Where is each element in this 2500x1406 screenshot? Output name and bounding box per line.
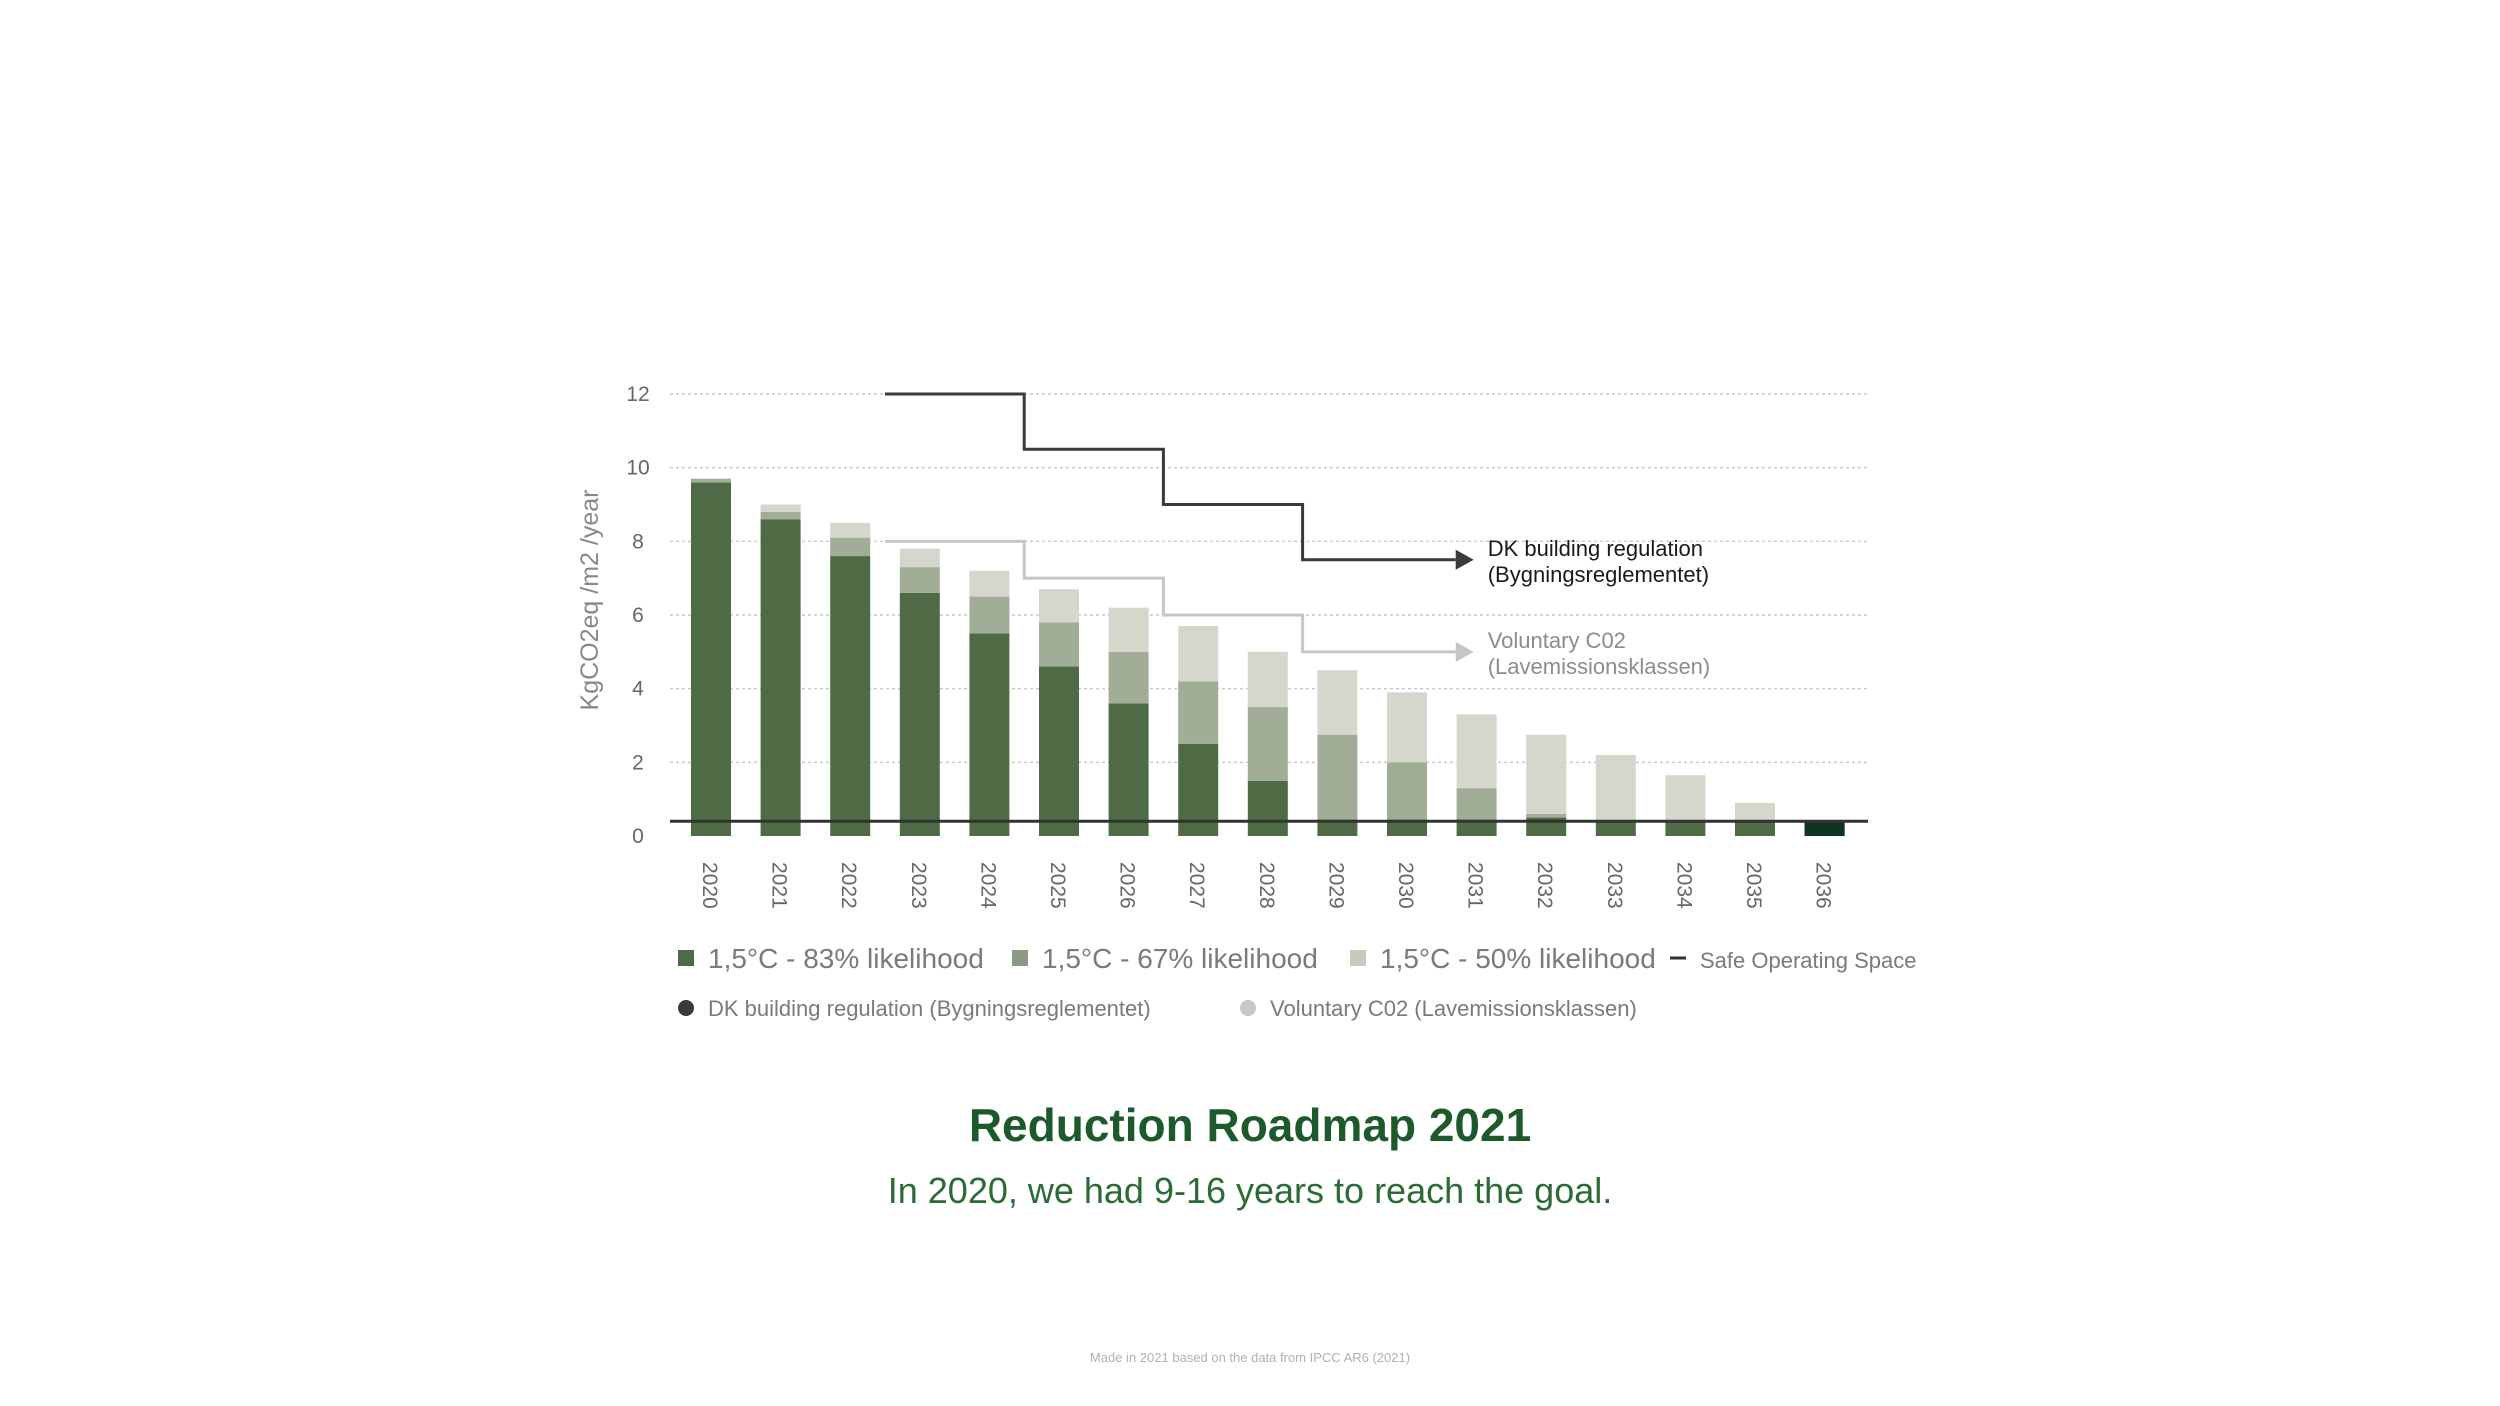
bar-segment xyxy=(830,537,871,557)
chart-subtitle: In 2020, we had 9-16 years to reach the … xyxy=(887,1170,1613,1211)
bar-segment xyxy=(1735,802,1775,822)
bar-segment xyxy=(1108,703,1149,836)
legend-label: Safe Operating Space xyxy=(1700,948,1916,973)
bar-segment xyxy=(1108,607,1149,652)
bar-segment xyxy=(1456,819,1497,836)
bar-segment xyxy=(691,478,731,483)
legend-label: 1,5°C - 67% likelihood xyxy=(1042,943,1318,974)
bar-segment xyxy=(1247,707,1288,781)
step-line-annotation: Voluntary C02 xyxy=(1488,628,1626,653)
bar-segment xyxy=(1387,819,1427,836)
step-line-annotation: (Lavemissionsklassen) xyxy=(1488,654,1711,679)
legend-label: 1,5°C - 50% likelihood xyxy=(1380,943,1656,974)
step-lines xyxy=(885,392,1474,662)
bar-segment xyxy=(1456,788,1497,820)
bar-segment xyxy=(830,556,871,836)
bar-segment xyxy=(1247,651,1288,708)
y-tick-label: 0 xyxy=(632,825,644,848)
x-tick-label: 2028 xyxy=(1255,862,1278,909)
x-tick-label: 2024 xyxy=(976,862,999,909)
bar-segment xyxy=(1247,780,1288,836)
x-tick-label: 2033 xyxy=(1603,862,1626,909)
x-tick-label: 2021 xyxy=(768,862,791,909)
bar-segment xyxy=(1595,821,1636,836)
bar-segment xyxy=(1526,734,1567,814)
bar-segment xyxy=(899,548,940,568)
x-tick-label: 2025 xyxy=(1046,862,1069,909)
legend-swatch xyxy=(678,950,694,966)
y-tick-label: 10 xyxy=(626,457,649,480)
x-tick-label: 2036 xyxy=(1812,862,1835,909)
step-line-annotations: DK building regulation(Bygningsreglement… xyxy=(1488,536,1711,679)
bar-segment xyxy=(1526,813,1567,818)
bar-segment xyxy=(1456,714,1497,789)
y-axis-label: KgCO2eq /m2 /year xyxy=(576,490,604,711)
bar-segment xyxy=(899,567,940,593)
bar-segment xyxy=(830,522,871,538)
step-line-annotation: DK building regulation xyxy=(1488,536,1703,561)
x-tick-label: 2030 xyxy=(1394,862,1417,909)
x-tick-label: 2029 xyxy=(1324,862,1347,909)
legend-swatch xyxy=(678,1000,694,1016)
footnote: Made in 2021 based on the data from IPCC… xyxy=(1089,1350,1411,1365)
x-tick-label: 2034 xyxy=(1672,862,1695,909)
bar-segment xyxy=(760,511,801,520)
x-tick-label: 2026 xyxy=(1116,862,1139,909)
bar-segment xyxy=(1735,821,1775,836)
bars xyxy=(691,478,1845,836)
bar-segment xyxy=(969,633,1010,836)
y-axis-tick-labels: 0 2 4 6 8 10 12 xyxy=(626,383,649,848)
bar-segment xyxy=(1039,622,1079,667)
x-tick-label: 2023 xyxy=(907,862,930,909)
y-tick-label: 8 xyxy=(632,530,644,553)
bar-segment xyxy=(760,519,801,836)
step-line xyxy=(885,539,1456,654)
x-tick-label: 2022 xyxy=(837,862,860,909)
step-line-annotation: (Bygningsreglementet) xyxy=(1488,562,1709,587)
step-line xyxy=(885,392,1456,562)
y-tick-label: 2 xyxy=(632,751,644,774)
legend-label: Voluntary C02 (Lavemissionsklassen) xyxy=(1270,996,1637,1021)
step-line-arrow xyxy=(1455,549,1474,570)
bar-segment xyxy=(1317,734,1358,820)
step-line-arrow xyxy=(1455,641,1474,662)
y-tick-label: 6 xyxy=(632,604,644,627)
legend-label: 1,5°C - 83% likelihood xyxy=(708,943,984,974)
bar-segment xyxy=(1665,821,1706,836)
bar-segment xyxy=(1317,670,1358,735)
x-tick-label: 2032 xyxy=(1533,862,1556,909)
x-tick-label: 2020 xyxy=(698,862,721,909)
bar-segment xyxy=(969,596,1010,634)
legend-swatch xyxy=(1350,950,1366,966)
bar-segment xyxy=(1039,589,1079,623)
bar-highlight xyxy=(1804,821,1845,836)
bar-segment xyxy=(1387,762,1427,820)
y-tick-label: 12 xyxy=(626,383,649,406)
legend: 1,5°C - 83% likelihood 1,5°C - 67% likeli… xyxy=(678,943,1916,1021)
bar-segment xyxy=(1665,775,1706,822)
bar-segment xyxy=(1387,692,1427,763)
bar-segment xyxy=(1178,626,1219,682)
y-tick-label: 4 xyxy=(632,678,644,701)
legend-label: DK building regulation (Bygningsreglemen… xyxy=(708,996,1151,1021)
chart-title: Reduction Roadmap 2021 xyxy=(968,1099,1532,1151)
bar-segment xyxy=(1595,754,1636,822)
bar-segment xyxy=(899,592,940,836)
bar-segment xyxy=(1317,819,1358,836)
bar-segment xyxy=(1178,681,1219,744)
legend-swatch xyxy=(1012,950,1028,966)
legend-swatch xyxy=(1240,1000,1256,1016)
bar-segment xyxy=(1039,666,1079,836)
bar-segment xyxy=(691,482,731,836)
x-tick-label: 2031 xyxy=(1464,862,1487,909)
bar-segment xyxy=(760,504,801,512)
x-axis-tick-labels: 2020 2021 2022 2023 2024 2025 2026 2027 2028 2029… xyxy=(698,862,1835,909)
bar-segment xyxy=(969,570,1010,597)
bar-segment xyxy=(1108,651,1149,704)
x-tick-label: 2027 xyxy=(1185,862,1208,909)
x-tick-label: 2035 xyxy=(1742,862,1765,909)
